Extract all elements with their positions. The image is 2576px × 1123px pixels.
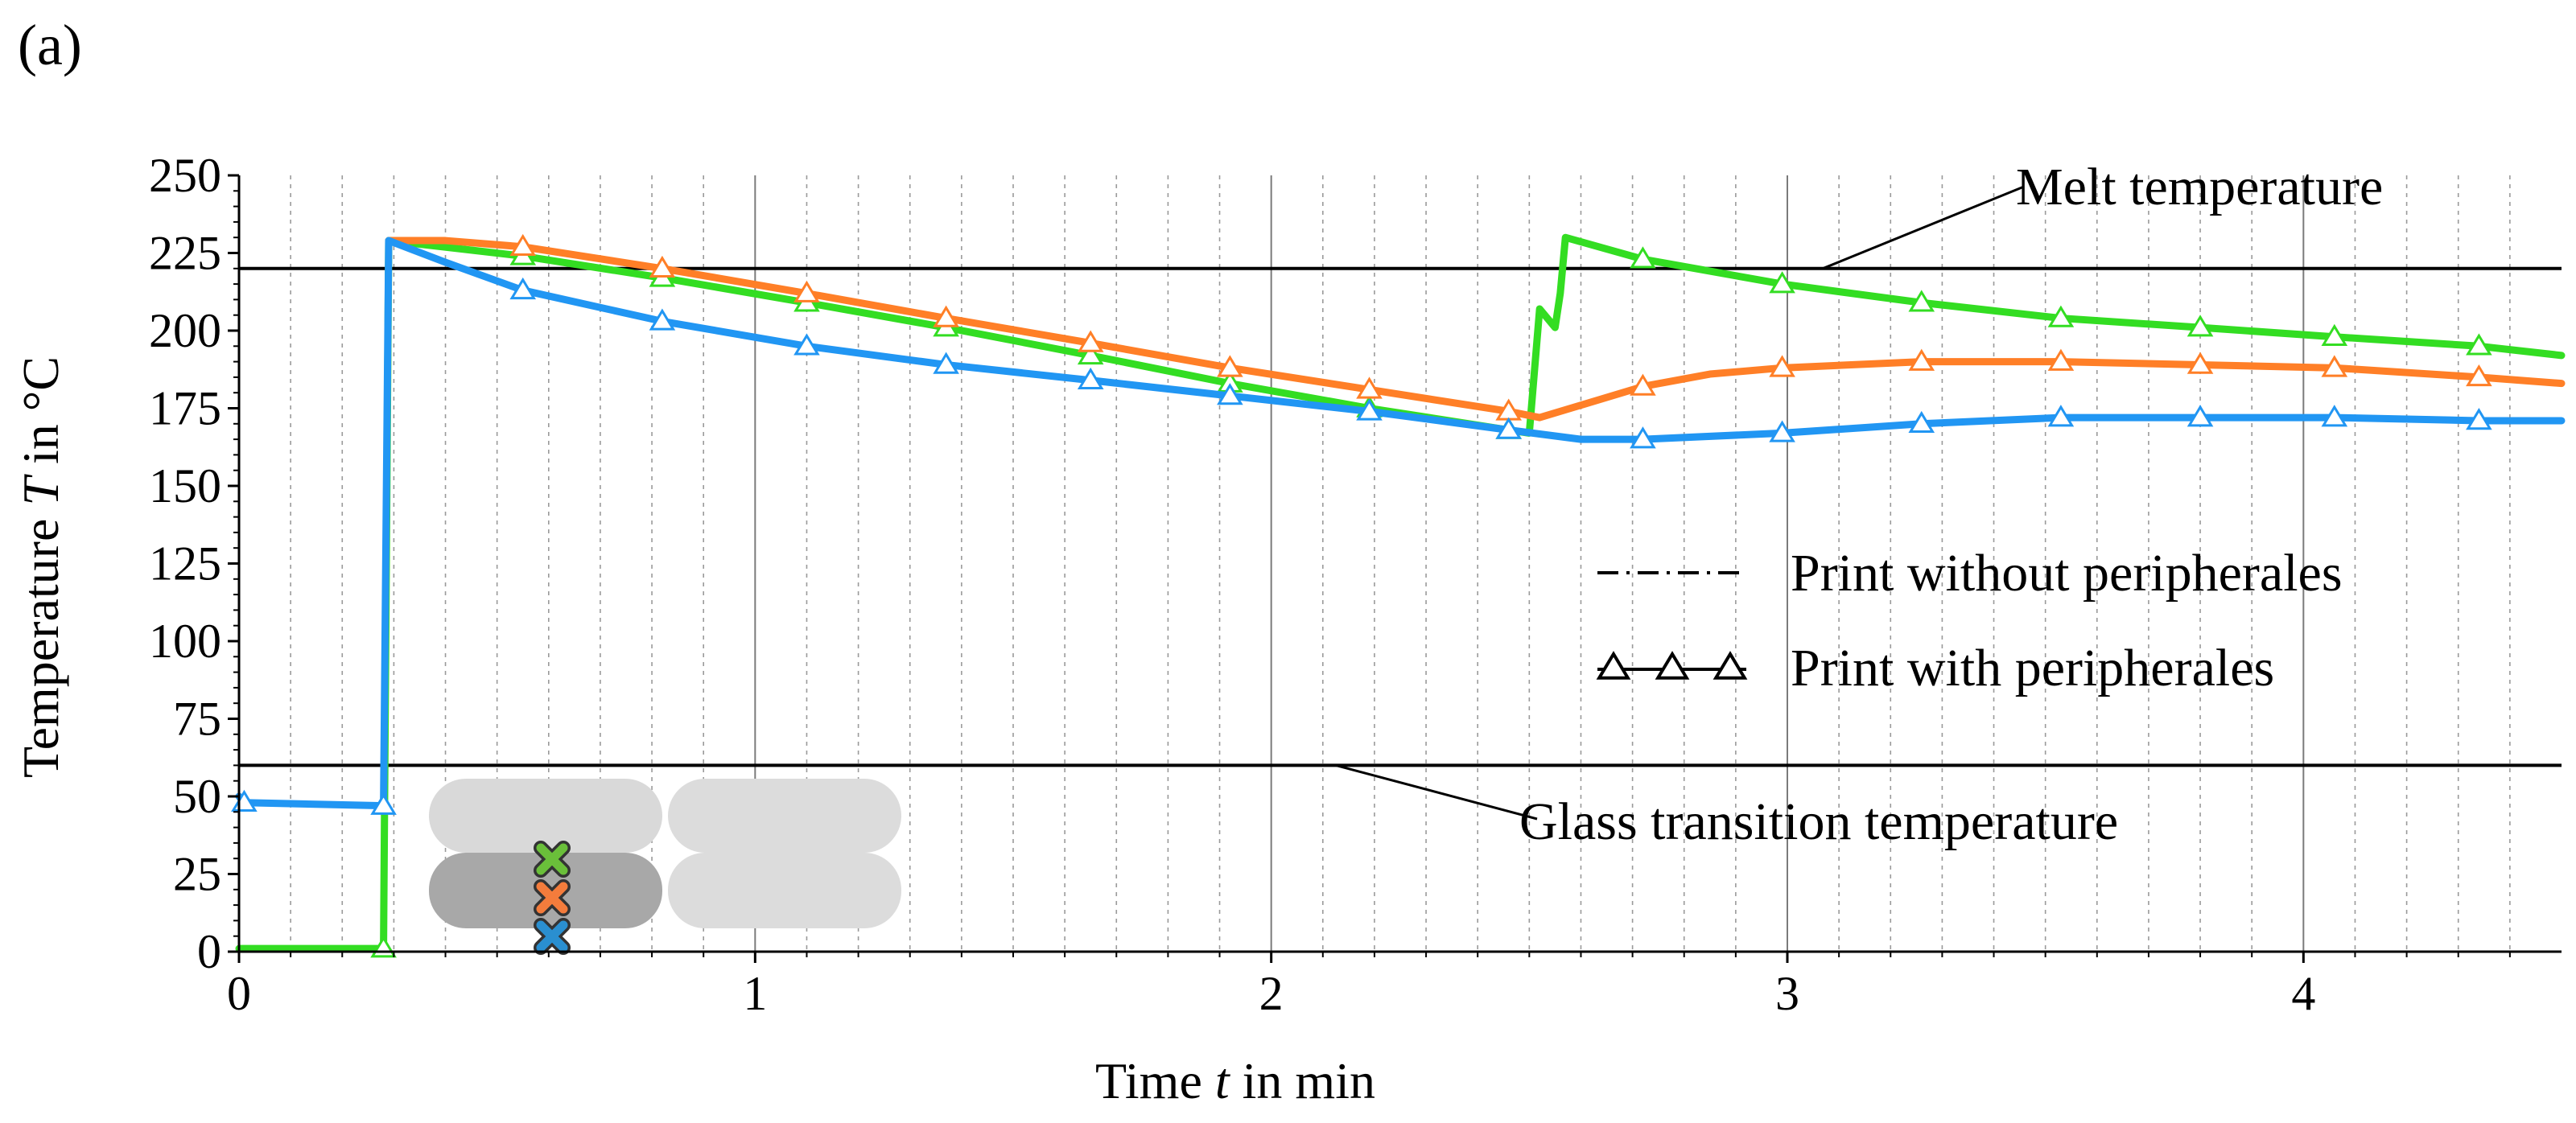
melt-leader-line bbox=[1822, 185, 2025, 270]
series-marker bbox=[1630, 246, 1656, 269]
series-marker bbox=[1217, 383, 1243, 405]
grid bbox=[290, 175, 2511, 952]
series-marker bbox=[933, 352, 959, 374]
series-marker bbox=[509, 233, 537, 257]
y-tick-label: 0 bbox=[197, 925, 221, 978]
series-marker bbox=[2047, 305, 2075, 327]
series-marker bbox=[1769, 355, 1795, 377]
x-tick-label: 0 bbox=[227, 967, 251, 1020]
series-marker bbox=[1769, 271, 1795, 294]
y-tick-label: 175 bbox=[149, 382, 221, 435]
y-axis-title: Temperature T in °C bbox=[12, 356, 69, 778]
glass-temperature-label: Glass transition temperature bbox=[1519, 792, 2118, 851]
measurement-point-top bbox=[534, 841, 571, 878]
panel-label: (a) bbox=[18, 13, 82, 77]
y-tick-label: 25 bbox=[173, 848, 221, 901]
series-line bbox=[385, 237, 2566, 422]
y-tick-label: 125 bbox=[149, 537, 221, 590]
x-tick-label: 3 bbox=[1775, 967, 1799, 1020]
inset-strand-diagram bbox=[429, 779, 901, 955]
x-tick-label: 4 bbox=[2291, 967, 2315, 1020]
strand-bottom-right bbox=[668, 853, 901, 928]
series-marker bbox=[1077, 367, 1104, 390]
y-tick-label: 100 bbox=[149, 615, 221, 668]
series-marker bbox=[649, 308, 676, 331]
series-group bbox=[231, 233, 2566, 958]
series-marker bbox=[793, 333, 820, 356]
axes: 0 25 50 75 100 125 150 175 200 225 250 0 1 2 3 4 bbox=[149, 149, 2562, 1020]
series-marker bbox=[1630, 426, 1656, 449]
series-marker bbox=[2187, 315, 2214, 337]
series-marker bbox=[649, 255, 676, 278]
series-marker bbox=[509, 277, 537, 300]
series-marker bbox=[2047, 348, 2075, 371]
series-marker bbox=[793, 280, 820, 302]
series-marker bbox=[1217, 355, 1243, 377]
y-tick-label: 225 bbox=[149, 227, 221, 280]
y-tick-label: 50 bbox=[173, 770, 221, 823]
measurement-point-middle bbox=[534, 879, 571, 916]
y-axis-title-suffix: in °C bbox=[12, 356, 69, 477]
series-line bbox=[235, 237, 2566, 810]
melt-temperature-label: Melt temperature bbox=[2016, 158, 2383, 216]
y-tick-label: 250 bbox=[149, 149, 221, 202]
y-axis-title-prefix: Temperature bbox=[12, 506, 69, 778]
series-marker bbox=[2047, 405, 2075, 427]
y-tick-label: 150 bbox=[149, 459, 221, 512]
x-axis-title-variable: t bbox=[1215, 1052, 1231, 1109]
y-axis-title-variable: T bbox=[12, 474, 69, 506]
strand-top-left bbox=[429, 779, 662, 853]
y-tick-label: 200 bbox=[149, 304, 221, 357]
series-marker bbox=[933, 305, 959, 327]
glass-leader-line bbox=[1335, 763, 1538, 821]
series-marker bbox=[1908, 348, 1935, 371]
series-marker bbox=[2187, 405, 2214, 427]
series-marker bbox=[1908, 410, 1935, 434]
series-marker bbox=[2321, 323, 2348, 346]
series-marker bbox=[1630, 373, 1656, 396]
x-axis-title-suffix: in min bbox=[1230, 1052, 1375, 1109]
series-marker bbox=[2466, 364, 2492, 387]
series-marker bbox=[1356, 398, 1383, 421]
series-marker bbox=[1495, 417, 1522, 439]
series-marker bbox=[1356, 376, 1383, 399]
series-marker bbox=[2466, 333, 2492, 356]
series-marker bbox=[2466, 408, 2492, 430]
x-tick-label: 1 bbox=[743, 967, 767, 1020]
measurement-point-bottom bbox=[534, 918, 571, 955]
reference-lines: Melt temperature Glass transition tempera… bbox=[239, 158, 2562, 851]
x-tick-label: 2 bbox=[1259, 967, 1284, 1020]
series-marker bbox=[370, 792, 397, 815]
series-marker bbox=[2321, 405, 2348, 427]
x-axis-title-prefix: Time bbox=[1095, 1052, 1215, 1109]
y-tick-label: 75 bbox=[173, 693, 221, 746]
series-middle bbox=[385, 233, 2566, 422]
legend: Print without peripherales Print with per… bbox=[1596, 544, 2343, 697]
x-axis-title: Time t in min bbox=[1095, 1052, 1375, 1109]
series-marker bbox=[1769, 420, 1795, 442]
series-marker bbox=[1908, 290, 1935, 312]
series-marker bbox=[1077, 330, 1104, 352]
series-marker bbox=[2321, 355, 2348, 377]
legend-label-without: Print without peripherales bbox=[1791, 544, 2343, 603]
series-marker bbox=[1077, 342, 1104, 365]
legend-label-with: Print with peripherales bbox=[1791, 639, 2274, 697]
strand-top-right bbox=[668, 779, 901, 853]
series-marker bbox=[2187, 352, 2214, 374]
legend-swatch-triangles bbox=[1596, 651, 1748, 680]
